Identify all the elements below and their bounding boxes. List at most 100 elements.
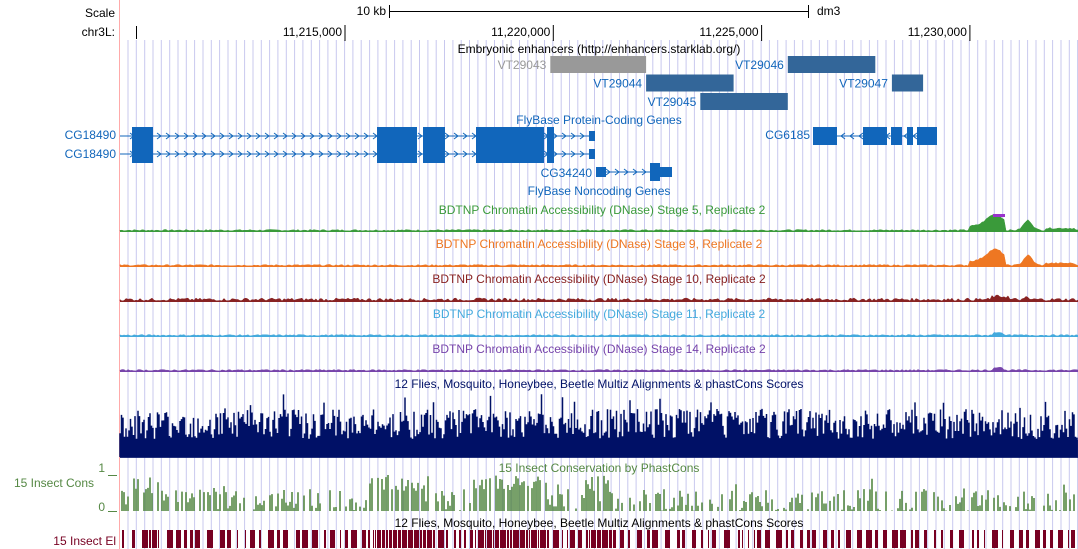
insect-el-track-title: 12 Flies, Mosquito, Honeybee, Beetle Mul… (395, 516, 804, 530)
gene-model-cg18490-2[interactable] (120, 145, 595, 163)
exon (589, 149, 595, 159)
exon (863, 127, 887, 145)
enhancer-block-vt29044[interactable] (646, 74, 734, 92)
insect-el-side-label[interactable]: 15 Insect El (53, 534, 116, 548)
strand-arrow (453, 150, 459, 158)
strand-arrow (255, 132, 261, 140)
enhancer-label-vt29044[interactable]: VT29044 (593, 77, 642, 91)
insect-cons-side-label[interactable]: 15 Insect Cons (14, 476, 94, 490)
chrom-label: chr3L: (82, 25, 115, 39)
strand-arrow (273, 150, 279, 158)
exon (907, 127, 913, 145)
exon (476, 127, 544, 145)
enhancer-label-vt29046[interactable]: VT29046 (735, 58, 784, 72)
strand-arrow (345, 150, 351, 158)
insect-cons-bars (121, 475, 1075, 511)
strand-arrow (174, 132, 180, 140)
strand-arrow (345, 132, 351, 140)
enhancer-label-vt29045[interactable]: VT29045 (648, 95, 697, 109)
enhancer-block-vt29043[interactable] (550, 56, 647, 73)
insect-el-track[interactable]: 12 Flies, Mosquito, Honeybee, Beetle Mul… (53, 516, 1075, 548)
enhancer-label-vt29043[interactable]: VT29043 (498, 58, 547, 72)
strand-arrow (363, 150, 369, 158)
strand-arrow (228, 132, 234, 140)
strand-arrow (246, 132, 252, 140)
enhancer-block-vt29045[interactable] (700, 93, 788, 110)
exon (917, 127, 937, 145)
scale-label: Scale (85, 6, 115, 20)
dnase-signal-2 (119, 248, 1078, 267)
strand-arrow (201, 150, 207, 158)
strand-arrow (255, 150, 261, 158)
ruler-track[interactable]: Scale chr3L: 10 kb dm3 11,215,000 11,220,… (82, 4, 971, 41)
strand-arrow (417, 132, 423, 140)
exon (596, 167, 606, 177)
strand-arrow (444, 150, 450, 158)
strand-arrow (318, 132, 324, 140)
exon (132, 145, 153, 163)
strand-arrow (246, 150, 252, 158)
enhancer-block-vt29046[interactable] (787, 56, 876, 73)
strand-arrow (156, 150, 162, 158)
strand-arrow (444, 132, 450, 140)
exon (891, 127, 902, 145)
strand-arrow (300, 150, 306, 158)
ruler-tick-label: 11,220,000 (491, 25, 550, 39)
dnase-tracks[interactable]: BDTNP Chromatin Accessibility (DNase) St… (119, 203, 1078, 372)
multiz-track[interactable]: 12 Flies, Mosquito, Honeybee, Beetle Mul… (119, 377, 1078, 458)
strand-arrow (210, 150, 216, 158)
strand-arrow (614, 168, 620, 176)
gene-label-cg18490-2[interactable]: CG18490 (65, 147, 117, 161)
ruler-tick-label: 11,215,000 (283, 25, 342, 39)
gene-label-cg18490-1[interactable]: CG18490 (65, 128, 117, 142)
assembly-label: dm3 (817, 4, 841, 18)
noncoding-track[interactable]: CG34240 FlyBase Noncoding Genes (528, 163, 672, 198)
strand-arrow (327, 132, 333, 140)
strand-arrow (641, 168, 647, 176)
protein-coding-track-title: FlyBase Protein-Coding Genes (516, 113, 681, 127)
insect-cons-track-title: 15 Insect Conservation by PhastCons (499, 461, 700, 475)
background-grid (127, 40, 1078, 549)
scale-bar-label: 10 kb (357, 4, 387, 18)
dnase-signal-4 (119, 332, 1078, 337)
enhancer-label-vt29047[interactable]: VT29047 (839, 77, 888, 91)
strand-arrow (453, 132, 459, 140)
strand-arrow (318, 150, 324, 158)
strand-arrow (336, 150, 342, 158)
strand-arrow (605, 168, 611, 176)
insect-cons-axis-min: 0 (98, 500, 105, 514)
strand-arrow (561, 132, 567, 140)
protein-coding-track[interactable]: FlyBase Protein-Coding Genes CG18490 CG1… (65, 113, 937, 163)
exon (377, 127, 417, 145)
insect-el-elements (122, 530, 1075, 548)
strand-arrow (219, 132, 225, 140)
strand-arrow (632, 168, 638, 176)
gene-model-cg34240[interactable] (596, 163, 672, 181)
strand-arrow (462, 132, 468, 140)
enhancer-block-vt29047[interactable] (891, 74, 924, 92)
exon (813, 127, 837, 145)
strand-arrow (282, 150, 288, 158)
strand-arrow (903, 132, 909, 140)
enhancers-track[interactable]: Embryonic enhancers (http://enhancers.st… (458, 42, 924, 110)
gene-model-cg18490-1[interactable] (120, 127, 595, 145)
strand-arrow (309, 150, 315, 158)
gene-model-cg6185[interactable] (813, 127, 937, 145)
exon (132, 127, 153, 145)
dnase-signal-1 (119, 213, 1078, 232)
gene-label-cg6185[interactable]: CG6185 (765, 128, 810, 142)
dnase-signal-5 (119, 367, 1078, 372)
exon (547, 127, 554, 145)
strand-arrow (300, 132, 306, 140)
strand-arrow (192, 132, 198, 140)
strand-arrow (858, 132, 864, 140)
gene-label-cg34240[interactable]: CG34240 (541, 166, 593, 180)
strand-arrow (327, 150, 333, 158)
dnase-stage9-title: BDTNP Chromatin Accessibility (DNase) St… (436, 237, 763, 251)
insect-cons-track[interactable]: 15 Insect Cons 1 0 15 Insect Conservatio… (14, 461, 1075, 514)
dnase-stage10-title: BDTNP Chromatin Accessibility (DNase) St… (432, 272, 766, 286)
strand-arrow (210, 132, 216, 140)
strand-arrow (156, 132, 162, 140)
strand-arrow (570, 150, 576, 158)
